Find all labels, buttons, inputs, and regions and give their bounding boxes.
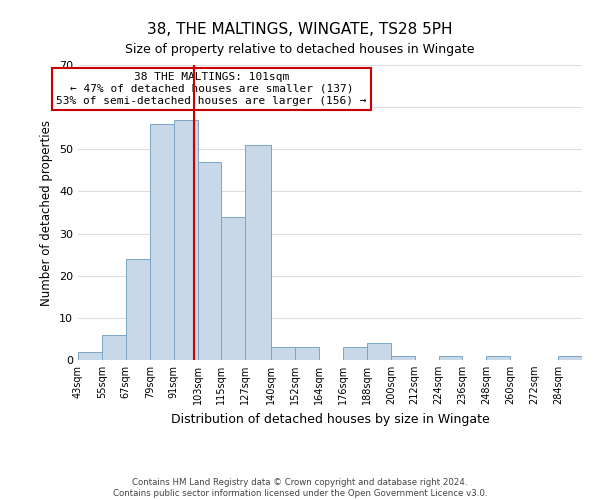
Bar <box>439 356 463 360</box>
Bar <box>245 145 271 360</box>
Bar <box>221 216 245 360</box>
Bar <box>343 348 367 360</box>
Text: Contains HM Land Registry data © Crown copyright and database right 2024.
Contai: Contains HM Land Registry data © Crown c… <box>113 478 487 498</box>
Bar <box>367 343 391 360</box>
X-axis label: Distribution of detached houses by size in Wingate: Distribution of detached houses by size … <box>170 412 490 426</box>
Bar <box>197 162 221 360</box>
Text: 38 THE MALTINGS: 101sqm
← 47% of detached houses are smaller (137)
53% of semi-d: 38 THE MALTINGS: 101sqm ← 47% of detache… <box>56 72 367 106</box>
Bar <box>126 259 150 360</box>
Bar <box>173 120 197 360</box>
Bar <box>295 348 319 360</box>
Bar <box>487 356 510 360</box>
Text: Size of property relative to detached houses in Wingate: Size of property relative to detached ho… <box>125 42 475 56</box>
Text: 38, THE MALTINGS, WINGATE, TS28 5PH: 38, THE MALTINGS, WINGATE, TS28 5PH <box>147 22 453 38</box>
Bar <box>150 124 173 360</box>
Bar <box>271 348 295 360</box>
Bar <box>102 334 126 360</box>
Bar <box>78 352 102 360</box>
Bar <box>558 356 582 360</box>
Bar <box>391 356 415 360</box>
Y-axis label: Number of detached properties: Number of detached properties <box>40 120 53 306</box>
